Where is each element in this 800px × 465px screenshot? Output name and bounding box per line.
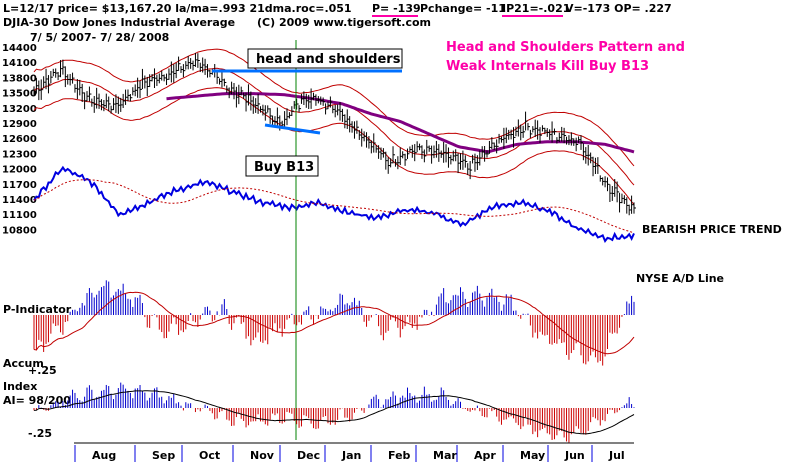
buy-b13-box bbox=[245, 155, 319, 177]
accum-label-1: Accum bbox=[3, 357, 44, 370]
accum-bar-ma bbox=[33, 390, 635, 435]
nyse-ad-label: NYSE A/D Line bbox=[636, 272, 724, 285]
month-label: Jan bbox=[341, 449, 361, 462]
y-tick-label: 13800 bbox=[2, 73, 37, 84]
y-tick-label: 11700 bbox=[2, 180, 37, 191]
header-stats: L=12/17 price= $13,167.20 la/ma=.993 21d… bbox=[3, 2, 352, 15]
y-tick-label: 12000 bbox=[2, 165, 37, 176]
month-label: Jul bbox=[608, 449, 625, 462]
title-line-1: Head and Shoulders Pattern and bbox=[446, 40, 685, 55]
month-label: Sep bbox=[152, 449, 175, 462]
p-indicator-panel bbox=[33, 280, 635, 366]
y-tick-label: 11400 bbox=[2, 195, 37, 206]
chart-series bbox=[33, 48, 636, 243]
date-range: 7/ 5/ 2007- 7/ 28/ 2008 bbox=[30, 31, 169, 44]
y-tick-label: 12600 bbox=[2, 134, 37, 145]
y-tick-label: 13200 bbox=[2, 104, 37, 115]
accum-label-3: AI= 98/200 bbox=[3, 394, 71, 407]
minus25-label: -.25 bbox=[28, 427, 52, 440]
price-bars bbox=[33, 52, 636, 216]
month-label: Aug bbox=[92, 449, 116, 462]
month-label: Jun bbox=[564, 449, 585, 462]
month-label: Oct bbox=[199, 449, 220, 462]
y-tick-label: 11100 bbox=[2, 210, 37, 221]
month-label: Apr bbox=[474, 449, 496, 462]
ma21-line bbox=[33, 67, 635, 186]
upper-band bbox=[33, 48, 635, 167]
header-p-value: P= -139 bbox=[372, 2, 421, 15]
buy-b13-label: Buy B13 bbox=[254, 160, 314, 175]
header-ip21: IP21=-.021 bbox=[502, 2, 570, 15]
month-label: Nov bbox=[250, 449, 275, 462]
head-shoulders-label: head and shoulders bbox=[256, 52, 401, 67]
bearish-trend-label: BEARISH PRICE TREND bbox=[642, 223, 782, 236]
plus25-label: +.25 bbox=[28, 364, 57, 377]
y-tick-label: 13500 bbox=[2, 89, 37, 100]
y-tick-label: 10800 bbox=[2, 225, 37, 236]
p-indicator-bar-ma bbox=[33, 291, 635, 355]
neckline bbox=[264, 123, 321, 135]
header-copyright: (C) 2009 www.tigersoft.com bbox=[257, 16, 431, 29]
y-tick-label: 12300 bbox=[2, 149, 37, 160]
accum-index-panel bbox=[33, 382, 635, 443]
month-label: May bbox=[520, 449, 545, 462]
y-axis-ticks: 14400 14100 13800 13500 13200 12900 12600 12300… bbox=[2, 43, 37, 236]
accum-label-2: Index bbox=[3, 380, 37, 393]
p-indicator-label: P-Indicator bbox=[3, 303, 72, 316]
y-tick-label: 14100 bbox=[2, 58, 37, 69]
title-line-2: Weak Internals Kill Buy B13 bbox=[446, 59, 649, 74]
month-axis: Aug Sep Oct Nov Dec Jan Feb Mar Apr May Jun Jul bbox=[74, 442, 634, 462]
header-index-name: DJIA-30 Dow Jones Industrial Average bbox=[3, 16, 235, 29]
header-rest: V=-173 OP= .227 bbox=[565, 2, 672, 15]
nyse-ad-line bbox=[33, 165, 635, 243]
y-tick-label: 14400 bbox=[2, 43, 37, 54]
y-tick-label: 12900 bbox=[2, 119, 37, 130]
moving-average bbox=[166, 92, 635, 154]
month-label: Feb bbox=[388, 449, 411, 462]
head-shoulders-box bbox=[247, 48, 403, 69]
ad-ma-line bbox=[33, 179, 635, 233]
header-pchange: Pchange= -11 bbox=[420, 2, 506, 15]
lower-band bbox=[33, 87, 635, 205]
month-label: Mar bbox=[433, 449, 457, 462]
month-label: Dec bbox=[297, 449, 320, 462]
